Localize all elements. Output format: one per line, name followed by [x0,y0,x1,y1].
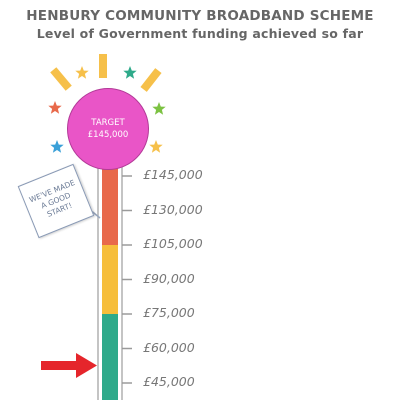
sunrays [50,54,162,92]
fill-band-red [102,168,118,245]
scale-ticks [122,175,132,384]
tick-label-45000: £45,000 [143,374,195,389]
tick-label-75000: £75,000 [143,305,195,320]
fill-bands [102,168,118,400]
star-icon [75,66,89,79]
page-subtitle: Level of Government funding achieved so … [36,26,364,41]
sunray-icon [50,67,72,91]
tick-label-130000: £130,000 [143,201,203,217]
star-icon [149,140,163,153]
star-icon [48,101,62,114]
tick-label-60000: £60,000 [143,339,195,355]
tick-label-145000: £145,000 [143,167,203,182]
stars [48,66,166,153]
star-icon [152,102,166,115]
tick-label-105000: £105,000 [143,236,203,251]
target-amount: £145,000 [87,130,129,140]
fill-band-teal [102,314,118,400]
star-icon [50,140,64,153]
sunray-icon [140,68,162,92]
sunray-icon [99,54,107,78]
page-title: HENBURY COMMUNITY BROADBAND SCHEME [26,8,374,24]
star-icon [123,66,137,79]
fill-band-yellow [102,245,118,314]
target-label: TARGET [91,118,125,128]
progress-arrow-icon [41,353,97,378]
target-bubble: TARGET £145,000 [67,88,149,170]
tick-label-90000: £90,000 [143,270,195,286]
